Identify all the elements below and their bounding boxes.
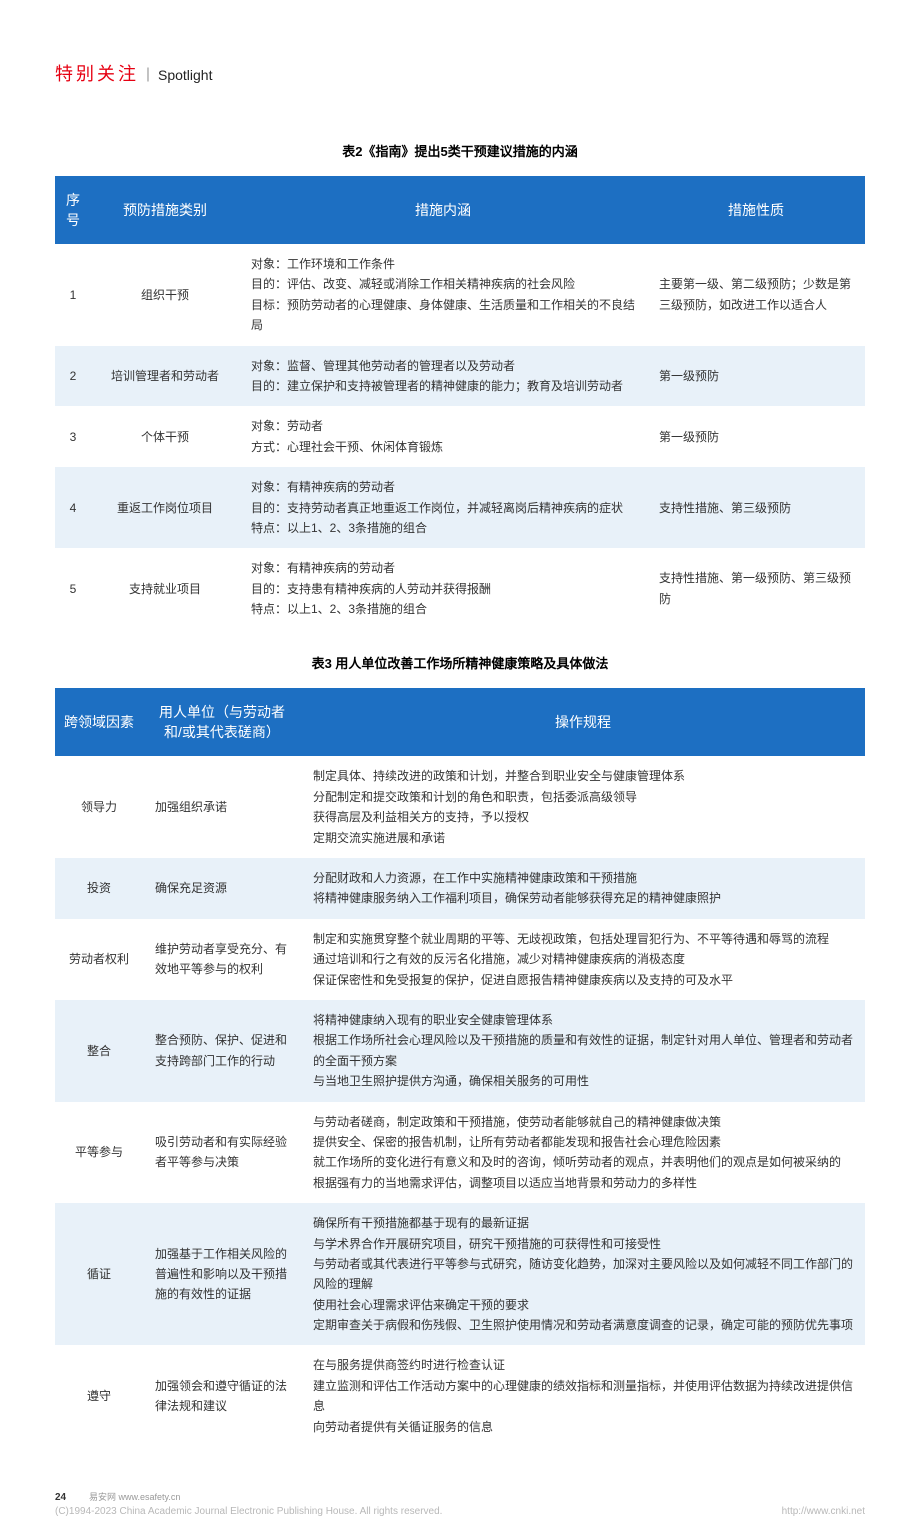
footer-copyright: (C)1994-2023 China Academic Journal Elec… [55,1506,442,1517]
cell-seq: 4 [55,467,91,548]
table-row: 整合整合预防、保护、促进和支持跨部门工作的行动将精神健康纳入现有的职业安全健康管… [55,1000,865,1102]
section-header: 特别关注 ｜ Spotlight [55,60,865,86]
cell-action: 吸引劳动者和有实际经验者平等参与决策 [143,1102,301,1204]
cell-content: 对象：工作环境和工作条件目的：评估、改变、减轻或消除工作相关精神疾病的社会风险目… [239,244,647,346]
cell-cat: 组织干预 [91,244,239,346]
page-footer: 24 易安网 www.esafety.cn (C)1994-2023 China… [55,1477,865,1507]
cell-action: 加强领会和遵守循证的法律法规和建议 [143,1345,301,1447]
table-row: 3个体干预对象：劳动者方式：心理社会干预、休闲体育锻炼第一级预防 [55,406,865,467]
cell-content: 对象：劳动者方式：心理社会干预、休闲体育锻炼 [239,406,647,467]
cell-action: 加强组织承诺 [143,756,301,858]
table2-head: 序号 预防措施类别 措施内涵 措施性质 [55,176,865,244]
table2: 序号 预防措施类别 措施内涵 措施性质 1组织干预对象：工作环境和工作条件目的：… [55,176,865,629]
table-row: 5支持就业项目对象：有精神疾病的劳动者目的：支持患有精神疾病的人劳动并获得报酬特… [55,548,865,629]
cell-nature: 支持性措施、第三级预防 [647,467,865,548]
cell-cat: 支持就业项目 [91,548,239,629]
cell-content: 对象：监督、管理其他劳动者的管理者以及劳动者目的：建立保护和支持被管理者的精神健… [239,346,647,407]
table3-col-ops: 操作规程 [301,688,865,756]
cell-action: 确保充足资源 [143,858,301,919]
table-row: 循证加强基于工作相关风险的普遍性和影响以及干预措施的有效性的证据确保所有干预措施… [55,1203,865,1345]
cell-factor: 平等参与 [55,1102,143,1204]
table3-body: 领导力加强组织承诺制定具体、持续改进的政策和计划，并整合到职业安全与健康管理体系… [55,756,865,1447]
table3-col-factor: 跨领域因素 [55,688,143,756]
table3-col-action: 用人单位（与劳动者和/或其代表磋商） [143,688,301,756]
table-row: 4重返工作岗位项目对象：有精神疾病的劳动者目的：支持劳动者真正地重返工作岗位，并… [55,467,865,548]
cell-seq: 2 [55,346,91,407]
header-en: Spotlight [158,67,212,83]
cell-cat: 培训管理者和劳动者 [91,346,239,407]
table-row: 领导力加强组织承诺制定具体、持续改进的政策和计划，并整合到职业安全与健康管理体系… [55,756,865,858]
table-row: 平等参与吸引劳动者和有实际经验者平等参与决策与劳动者磋商，制定政策和干预措施，使… [55,1102,865,1204]
table2-col-nature: 措施性质 [647,176,865,244]
table-row: 投资确保充足资源分配财政和人力资源，在工作中实施精神健康政策和干预措施将精神健康… [55,858,865,919]
cell-ops: 分配财政和人力资源，在工作中实施精神健康政策和干预措施将精神健康服务纳入工作福利… [301,858,865,919]
table2-col-content: 措施内涵 [239,176,647,244]
cell-cat: 个体干预 [91,406,239,467]
cell-nature: 支持性措施、第一级预防、第三级预防 [647,548,865,629]
footer-site: 易安网 www.esafety.cn [89,1490,180,1503]
cell-nature: 第一级预防 [647,346,865,407]
cell-seq: 3 [55,406,91,467]
cell-cat: 重返工作岗位项目 [91,467,239,548]
table3-caption: 表3 用人单位改善工作场所精神健康策略及具体做法 [55,653,865,672]
cell-ops: 与劳动者磋商，制定政策和干预措施，使劳动者能够就自己的精神健康做决策提供安全、保… [301,1102,865,1204]
cell-factor: 遵守 [55,1345,143,1447]
table2-caption: 表2《指南》提出5类干预建议措施的内涵 [55,141,865,160]
table-row: 2培训管理者和劳动者对象：监督、管理其他劳动者的管理者以及劳动者目的：建立保护和… [55,346,865,407]
table3-head: 跨领域因素 用人单位（与劳动者和/或其代表磋商） 操作规程 [55,688,865,756]
header-separator: ｜ [141,65,155,85]
cell-ops: 在与服务提供商签约时进行检查认证建立监测和评估工作活动方案中的心理健康的绩效指标… [301,1345,865,1447]
table2-col-cat: 预防措施类别 [91,176,239,244]
page-number: 24 [55,1492,66,1503]
cell-content: 对象：有精神疾病的劳动者目的：支持患有精神疾病的人劳动并获得报酬特点：以上1、2… [239,548,647,629]
table-row: 1组织干预对象：工作环境和工作条件目的：评估、改变、减轻或消除工作相关精神疾病的… [55,244,865,346]
cell-action: 加强基于工作相关风险的普遍性和影响以及干预措施的有效性的证据 [143,1203,301,1345]
footer-cnki: http://www.cnki.net [782,1506,865,1517]
cell-ops: 确保所有干预措施都基于现有的最新证据与学术界合作开展研究项目，研究干预措施的可获… [301,1203,865,1345]
cell-factor: 投资 [55,858,143,919]
cell-ops: 将精神健康纳入现有的职业安全健康管理体系根据工作场所社会心理风险以及干预措施的质… [301,1000,865,1102]
cell-action: 维护劳动者享受充分、有效地平等参与的权利 [143,919,301,1000]
cell-factor: 领导力 [55,756,143,858]
cell-nature: 第一级预防 [647,406,865,467]
cell-nature: 主要第一级、第二级预防；少数是第三级预防，如改进工作以适合人 [647,244,865,346]
cell-seq: 5 [55,548,91,629]
cell-factor: 劳动者权利 [55,919,143,1000]
cell-content: 对象：有精神疾病的劳动者目的：支持劳动者真正地重返工作岗位，并减轻离岗后精神疾病… [239,467,647,548]
table3: 跨领域因素 用人单位（与劳动者和/或其代表磋商） 操作规程 领导力加强组织承诺制… [55,688,865,1447]
cell-ops: 制定具体、持续改进的政策和计划，并整合到职业安全与健康管理体系分配制定和提交政策… [301,756,865,858]
header-cn: 特别关注 [55,60,139,86]
table2-col-seq: 序号 [55,176,91,244]
cell-ops: 制定和实施贯穿整个就业周期的平等、无歧视政策，包括处理冒犯行为、不平等待遇和辱骂… [301,919,865,1000]
cell-factor: 循证 [55,1203,143,1345]
cell-seq: 1 [55,244,91,346]
table-row: 遵守加强领会和遵守循证的法律法规和建议在与服务提供商签约时进行检查认证建立监测和… [55,1345,865,1447]
cell-factor: 整合 [55,1000,143,1102]
cell-action: 整合预防、保护、促进和支持跨部门工作的行动 [143,1000,301,1102]
table2-body: 1组织干预对象：工作环境和工作条件目的：评估、改变、减轻或消除工作相关精神疾病的… [55,244,865,629]
table-row: 劳动者权利维护劳动者享受充分、有效地平等参与的权利制定和实施贯穿整个就业周期的平… [55,919,865,1000]
